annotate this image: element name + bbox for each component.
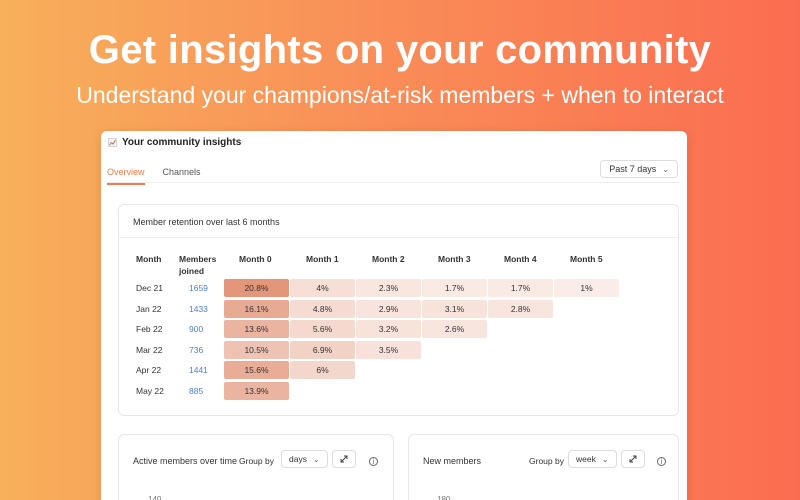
row-members-joined[interactable]: 885	[189, 385, 204, 396]
row-members-joined[interactable]: 1433	[189, 303, 208, 314]
col-header-joined: Members joined	[179, 254, 217, 276]
new-members-groupby-value: week	[576, 454, 596, 464]
retention-cell: 13.6%	[224, 320, 289, 338]
retention-cell: 13.9%	[224, 381, 289, 400]
active-members-groupby-label: Group by	[239, 456, 274, 466]
retention-cell: 15.6%	[224, 361, 289, 379]
retention-divider	[119, 237, 678, 238]
row-members-joined[interactable]: 1659	[189, 283, 208, 293]
new-members-groupby-select[interactable]: week ⌄	[568, 450, 617, 468]
row-month: Dec 21	[136, 283, 163, 293]
retention-cell: 1.7%	[422, 279, 487, 297]
col-header-m5: Month 5	[570, 254, 603, 264]
active-members-card: Active members over time Group by days ⌄…	[118, 434, 394, 500]
date-range-select[interactable]: Past 7 days ⌄	[600, 160, 678, 178]
row-month: May 22	[136, 385, 164, 396]
col-header-m0: Month 0	[239, 254, 272, 264]
retention-cell: 1%	[554, 279, 619, 297]
tab-channels[interactable]: Channels	[162, 167, 201, 177]
retention-cell: 20.8%	[224, 279, 289, 297]
new-members-card: New members Group by week ⌄ i 180	[408, 434, 679, 500]
row-members-joined[interactable]: 900	[189, 324, 204, 334]
retention-cell: 16.1%	[224, 299, 289, 318]
new-members-title: New members	[423, 456, 482, 466]
tabs-divider	[107, 182, 681, 183]
retention-cell: 2.9%	[356, 299, 421, 318]
row-month: Jan 22	[136, 303, 162, 314]
new-members-groupby-label: Group by	[529, 456, 564, 466]
retention-cell: 2.8%	[488, 299, 553, 318]
retention-cell: 6.9%	[290, 340, 355, 359]
row-members-joined[interactable]: 736	[189, 344, 204, 355]
row-members-joined[interactable]: 1441	[189, 365, 208, 375]
retention-cell: 4%	[290, 279, 355, 297]
col-header-m3: Month 3	[438, 254, 471, 264]
y-axis-tick: 140	[148, 495, 162, 500]
expand-icon[interactable]	[332, 450, 356, 468]
row-month: Feb 22	[136, 324, 163, 334]
chart-icon	[108, 138, 117, 147]
retention-cell: 3.2%	[356, 320, 421, 338]
info-icon[interactable]: i	[657, 457, 666, 466]
retention-cell: 2.6%	[422, 320, 487, 338]
retention-card: Member retention over last 6 months Mont…	[118, 204, 679, 416]
col-header-m4: Month 4	[504, 254, 537, 264]
insights-panel: Your community insights Overview Channel…	[101, 131, 687, 500]
active-members-groupby-select[interactable]: days ⌄	[281, 450, 328, 468]
info-icon[interactable]: i	[369, 457, 378, 466]
panel-title: Your community insights	[122, 137, 242, 148]
hero-title: Get insights on your community	[88, 28, 712, 72]
retention-cell: 10.5%	[224, 340, 289, 359]
retention-cell: 1.7%	[488, 279, 553, 297]
tab-bar: Overview Channels	[107, 167, 201, 185]
col-header-month: Month	[136, 254, 162, 264]
active-members-groupby-value: days	[289, 454, 307, 464]
retention-cell: 4.8%	[290, 299, 355, 318]
row-month: Apr 22	[136, 365, 162, 375]
col-header-m1: Month 1	[306, 254, 339, 264]
tab-overview[interactable]: Overview	[107, 167, 145, 185]
retention-title: Member retention over last 6 months	[133, 217, 280, 227]
chevron-down-icon: ⌄	[662, 164, 669, 174]
retention-cell: 2.3%	[356, 279, 421, 297]
row-month: Mar 22	[136, 344, 163, 355]
y-axis-tick: 180	[437, 495, 451, 500]
date-range-label: Past 7 days	[609, 164, 657, 174]
chevron-down-icon: ⌄	[601, 454, 609, 464]
hero-subtitle: Understand your champions/at-risk member…	[76, 82, 724, 108]
retention-cell: 5.6%	[290, 320, 355, 338]
active-members-title: Active members over time	[133, 456, 238, 466]
retention-cell: 3.5%	[356, 340, 421, 359]
panel-header: Your community insights	[108, 137, 241, 148]
retention-cell: 6%	[290, 361, 355, 379]
col-header-m2: Month 2	[372, 254, 405, 264]
expand-icon[interactable]	[621, 450, 645, 468]
chevron-down-icon: ⌄	[312, 454, 320, 464]
retention-cell: 3.1%	[422, 299, 487, 318]
